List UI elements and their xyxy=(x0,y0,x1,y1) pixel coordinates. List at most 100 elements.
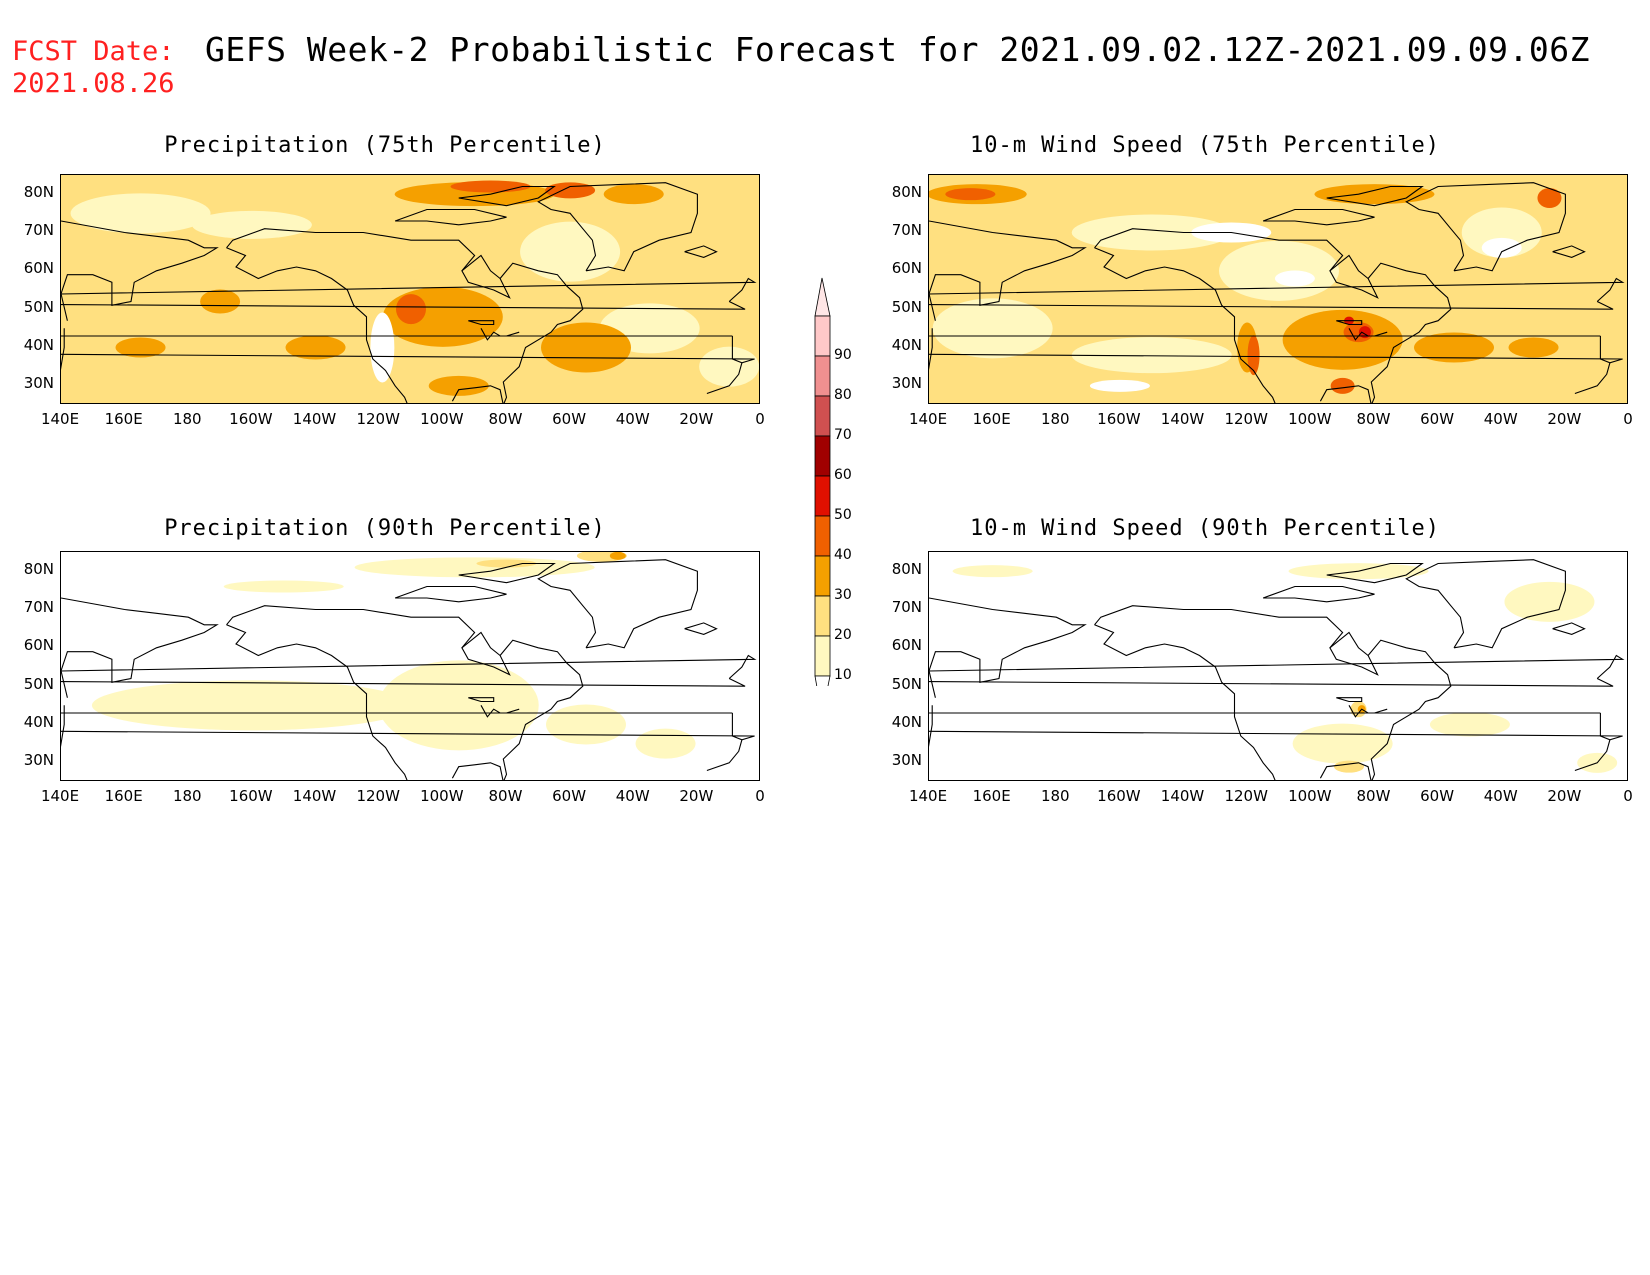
lon-label: 40W xyxy=(1483,787,1518,805)
unshaded-area xyxy=(1089,379,1150,392)
lon-label: 0 xyxy=(755,787,765,805)
unshaded-area xyxy=(370,312,395,383)
shaded-area xyxy=(285,335,346,360)
lon-label: 100W xyxy=(420,410,464,428)
lon-label: 180 xyxy=(172,410,202,428)
coastlines xyxy=(929,182,1625,403)
shaded-area xyxy=(1219,240,1339,301)
shaded-area xyxy=(396,294,426,325)
lat-label: 40N xyxy=(891,713,922,731)
forecast-date-block: FCST Date: 2021.08.26 xyxy=(12,36,175,100)
lat-label: 30N xyxy=(23,374,54,392)
lon-label: 140W xyxy=(292,787,337,805)
lat-label: 50N xyxy=(23,298,54,316)
lon-label: 60W xyxy=(1420,410,1455,428)
colorbar-swatch xyxy=(814,515,831,557)
lat-label: 50N xyxy=(23,675,54,693)
lon-label: 140E xyxy=(908,787,948,805)
lon-label: 140W xyxy=(292,410,337,428)
lon-label: 20W xyxy=(1547,787,1582,805)
lon-label: 160W xyxy=(1097,410,1141,428)
shaded-area xyxy=(520,221,621,282)
lon-label: 120W xyxy=(1224,410,1268,428)
shaded-area xyxy=(545,182,596,199)
colorbar-label: 20 xyxy=(834,627,852,643)
lon-label: 160E xyxy=(104,410,143,428)
coastlines xyxy=(61,182,757,403)
shaded-area xyxy=(70,193,211,234)
colorbar-label: 90 xyxy=(834,347,852,363)
lon-label: 100W xyxy=(420,787,464,805)
lat-label: 50N xyxy=(891,298,922,316)
shaded-area xyxy=(541,322,631,373)
shaded-area xyxy=(91,680,412,731)
shaded-area xyxy=(603,184,664,205)
colorbar-label: 10 xyxy=(834,667,852,683)
shaded-area xyxy=(476,559,537,568)
unshaded-area xyxy=(1274,270,1315,287)
lon-label: 180 xyxy=(1040,410,1070,428)
lat-label: 70N xyxy=(23,598,54,616)
lat-label: 40N xyxy=(891,336,922,354)
lon-label: 80W xyxy=(488,410,523,428)
lat-label: 70N xyxy=(891,221,922,239)
shaded-area xyxy=(191,210,312,239)
panel-title-wind-90: 10-m Wind Speed (90th Percentile) xyxy=(969,516,1441,541)
shaded-area xyxy=(1508,337,1559,358)
lat-label: 60N xyxy=(23,259,54,277)
shaded-area xyxy=(952,565,1033,578)
shaded-area xyxy=(1282,309,1403,370)
shaded-area xyxy=(1314,184,1435,205)
panel-title-precip-90: Precipitation (90th Percentile) xyxy=(164,516,606,541)
lon-label: 140W xyxy=(1160,787,1205,805)
lon-label: 20W xyxy=(679,787,714,805)
panel-title-wind-75: 10-m Wind Speed (75th Percentile) xyxy=(969,133,1441,158)
lon-label: 20W xyxy=(679,410,714,428)
map-field xyxy=(61,175,759,403)
colorbar-swatch xyxy=(814,435,831,477)
colorbar-label: 30 xyxy=(834,587,852,603)
shaded-area xyxy=(1504,581,1595,622)
lat-label: 60N xyxy=(891,259,922,277)
shaded-area xyxy=(1414,332,1494,363)
lon-label: 40W xyxy=(615,410,650,428)
shaded-area xyxy=(945,188,996,201)
lon-label: 120W xyxy=(356,410,400,428)
lon-label: 60W xyxy=(552,787,587,805)
lon-label: 140W xyxy=(1160,410,1205,428)
lon-label: 120W xyxy=(1224,787,1268,805)
lon-label: 60W xyxy=(1420,787,1455,805)
lon-label: 0 xyxy=(1623,410,1633,428)
shaded-area xyxy=(546,704,626,745)
colorbar-swatch xyxy=(814,595,831,637)
coastlines xyxy=(929,559,1625,780)
colorbar-swatch xyxy=(814,555,831,597)
shaded-area xyxy=(223,580,344,593)
shaded-area xyxy=(1071,337,1232,374)
colorbar-swatch xyxy=(814,355,831,397)
shaded-area xyxy=(200,289,241,314)
lat-label: 70N xyxy=(891,598,922,616)
panel-title-precip-75: Precipitation (75th Percentile) xyxy=(164,133,606,158)
forecast-date-value: 2021.08.26 xyxy=(12,68,175,99)
lon-label: 60W xyxy=(552,410,587,428)
colorbar-label: 80 xyxy=(834,387,852,403)
lat-label: 30N xyxy=(23,751,54,769)
lon-label: 80W xyxy=(1356,410,1391,428)
lat-label: 80N xyxy=(23,183,54,201)
map-field xyxy=(929,552,1627,780)
shaded-area xyxy=(1429,712,1510,737)
lat-label: 60N xyxy=(23,636,54,654)
lat-label: 30N xyxy=(891,374,922,392)
lat-label: 70N xyxy=(23,221,54,239)
lat-label: 60N xyxy=(891,636,922,654)
unshaded-background xyxy=(929,552,1627,780)
map-precip-90 xyxy=(60,551,760,781)
lon-label: 0 xyxy=(755,410,765,428)
lon-label: 180 xyxy=(172,787,202,805)
map-precip-75 xyxy=(60,174,760,404)
shaded-area xyxy=(378,660,539,751)
lat-label: 40N xyxy=(23,336,54,354)
lon-label: 40W xyxy=(615,787,650,805)
colorbar-top-triangle xyxy=(814,277,831,317)
